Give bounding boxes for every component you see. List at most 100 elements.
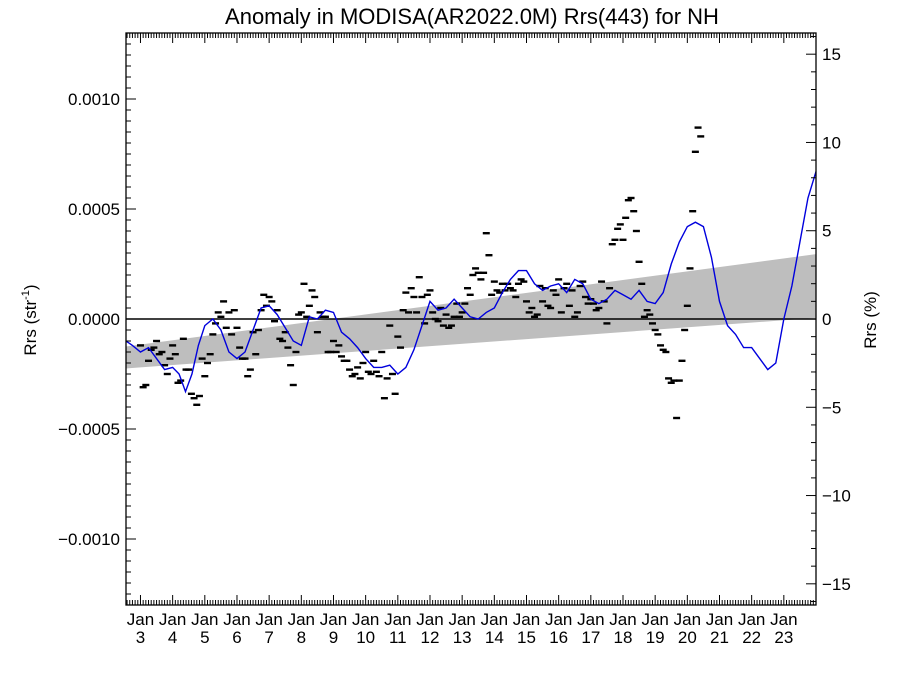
monthly-point [678, 359, 686, 362]
monthly-point [557, 311, 565, 314]
monthly-point [203, 361, 211, 365]
monthly-point [289, 383, 297, 387]
chart-title: Anomaly in MODISA(AR2022.0M) Rrs(443) fo… [225, 4, 719, 29]
monthly-point [464, 287, 472, 290]
right-tick-label: −15 [822, 575, 851, 594]
monthly-point [257, 309, 265, 312]
monthly-point [659, 348, 667, 351]
monthly-point [174, 381, 182, 384]
monthly-point [482, 232, 490, 235]
monthly-point [480, 271, 488, 274]
monthly-point [364, 370, 372, 373]
monthly-point [439, 324, 447, 327]
monthly-point [560, 287, 568, 290]
monthly-point [506, 287, 514, 290]
monthly-point [689, 210, 697, 213]
monthly-point [338, 355, 346, 358]
monthly-point [539, 300, 547, 303]
monthly-point [485, 254, 493, 257]
monthly-point [348, 375, 356, 378]
monthly-point [520, 280, 528, 283]
monthly-point [206, 353, 214, 356]
monthly-point [670, 379, 678, 382]
monthly-point [611, 238, 619, 241]
x-month-label: Jan [320, 610, 347, 629]
monthly-point [488, 293, 496, 296]
monthly-point [662, 350, 670, 354]
monthly-point [281, 331, 289, 334]
monthly-point [252, 353, 260, 356]
x-month-label: Jan [481, 610, 508, 629]
monthly-point [313, 331, 321, 334]
monthly-point [150, 346, 158, 349]
monthly-point [236, 346, 244, 349]
monthly-point [657, 344, 665, 347]
monthly-point [405, 311, 413, 314]
monthly-point [638, 282, 646, 285]
monthly-point [335, 344, 343, 347]
x-year-label: 11 [389, 628, 407, 647]
monthly-point [396, 346, 404, 349]
x-month-label: Jan [545, 610, 572, 629]
monthly-point [614, 227, 622, 230]
monthly-point [230, 309, 238, 312]
monthly-point [421, 322, 429, 325]
monthly-point [185, 368, 193, 371]
monthly-point [514, 282, 522, 285]
monthly-point [418, 295, 426, 299]
monthly-point [367, 372, 375, 376]
monthly-point [222, 326, 230, 329]
monthly-point [254, 328, 262, 332]
x-month-label: Jan [738, 610, 765, 629]
monthly-point [632, 229, 640, 233]
monthly-point [681, 328, 689, 332]
x-year-label: 12 [421, 628, 440, 647]
monthly-point [563, 282, 571, 285]
monthly-point [388, 372, 396, 376]
monthly-point [195, 394, 203, 398]
monthly-point [630, 210, 638, 213]
monthly-point [292, 350, 300, 354]
monthly-point [536, 284, 544, 288]
x-year-label: 23 [774, 628, 793, 647]
x-year-label: 14 [485, 628, 504, 647]
monthly-point [193, 403, 201, 406]
monthly-point [496, 291, 504, 294]
monthly-point [273, 309, 281, 312]
monthly-point [153, 339, 161, 343]
x-month-label: Jan [127, 610, 154, 629]
x-month-label: Jan [223, 610, 250, 629]
right-tick-label: 0 [822, 310, 831, 329]
monthly-point [297, 311, 305, 314]
monthly-point [394, 335, 402, 338]
monthly-point [697, 135, 705, 138]
monthly-point [472, 267, 480, 270]
monthly-point [209, 333, 217, 336]
monthly-point [359, 361, 367, 365]
monthly-point [262, 304, 270, 307]
x-year-label: 13 [453, 628, 472, 647]
monthly-point [233, 326, 241, 329]
monthly-point [616, 223, 624, 226]
monthly-point [624, 199, 632, 202]
right-tick-label: 10 [822, 133, 841, 152]
monthly-point [592, 309, 600, 312]
monthly-point [139, 386, 147, 389]
monthly-point [383, 377, 391, 380]
monthly-point [469, 273, 477, 277]
monthly-point [450, 315, 458, 318]
monthly-point [423, 293, 431, 296]
x-month-label: Jan [191, 610, 218, 629]
monthly-point [447, 324, 455, 327]
monthly-point [434, 320, 442, 323]
monthly-point [606, 287, 614, 290]
monthly-point [402, 291, 410, 294]
right-tick-label: 5 [822, 222, 831, 241]
monthly-point [493, 289, 501, 292]
monthly-point [214, 311, 222, 314]
monthly-point [372, 370, 380, 373]
left-tick-label: −0.0010 [58, 530, 120, 549]
x-year-label: 5 [200, 628, 209, 647]
monthly-point [300, 282, 308, 285]
monthly-point [627, 196, 635, 200]
